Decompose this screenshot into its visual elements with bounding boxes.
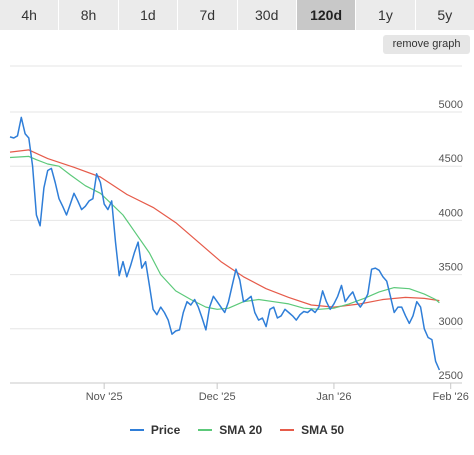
tab-5y[interactable]: 5y (415, 0, 474, 30)
legend-label-sma20: SMA 20 (219, 423, 263, 437)
y-tick-label: 4000 (439, 207, 463, 219)
price-chart: 2500 3000 3500 4000 4500 5000 Nov '25 Dec '25 J… (9, 65, 469, 403)
x-tick-label: Jan '26 (316, 391, 351, 403)
y-tick-label: 4500 (439, 153, 463, 165)
tab-7d[interactable]: 7d (178, 0, 238, 30)
sma50-line (9, 149, 440, 308)
y-tick-label: 5000 (439, 99, 463, 111)
tab-4h[interactable]: 4h (0, 0, 60, 30)
legend-label-price: Price (150, 423, 181, 437)
range-tabs: 4h 8h 1d 7d 30d 120d 1y 5y (0, 0, 474, 30)
x-tick-label: Feb '26 (433, 391, 469, 403)
y-tick-label: 3000 (439, 316, 463, 328)
tab-30d[interactable]: 30d (237, 0, 297, 30)
y-axis-ticks: 2500 3000 3500 4000 4500 5000 (439, 99, 463, 382)
tab-1y[interactable]: 1y (356, 0, 416, 30)
legend-item-price[interactable]: Price (129, 423, 181, 437)
legend-item-sma20[interactable]: SMA 20 (198, 423, 262, 437)
y-tick-label: 3500 (439, 262, 463, 274)
tab-8h[interactable]: 8h (59, 0, 119, 30)
remove-graph-button[interactable]: remove graph (383, 35, 470, 54)
x-axis-ticks: Nov '25 Dec '25 Jan '26 Feb '26 (86, 383, 469, 403)
legend-swatch-price (129, 429, 144, 431)
tab-1d[interactable]: 1d (118, 0, 179, 30)
sma20-line (9, 155, 440, 310)
legend-item-sma50[interactable]: SMA 50 (280, 423, 344, 437)
tab-120d[interactable]: 120d (296, 0, 357, 30)
chart-legend: Price SMA 20 SMA 50 (0, 420, 474, 440)
x-tick-label: Dec '25 (199, 391, 236, 403)
legend-swatch-sma20 (198, 429, 213, 431)
grid-lines (10, 65, 462, 330)
price-line (9, 116, 441, 371)
legend-label-sma50: SMA 50 (301, 423, 345, 437)
x-tick-label: Nov '25 (86, 391, 123, 403)
y-tick-label: 2500 (439, 370, 463, 382)
series-lines (9, 116, 441, 371)
legend-swatch-sma50 (280, 429, 295, 431)
